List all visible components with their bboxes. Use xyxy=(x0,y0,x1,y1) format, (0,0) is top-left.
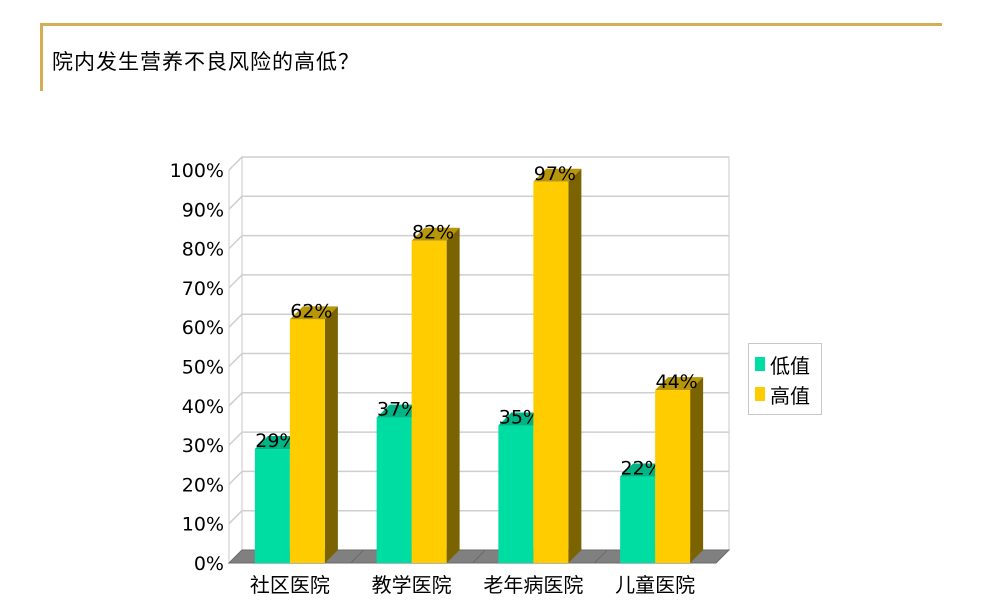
legend-label-low: 低值 xyxy=(770,353,810,378)
data-label: 44% xyxy=(656,371,698,393)
slide-title: 院内发生营养不良风险的高低？ xyxy=(52,50,360,74)
y-tick-label: 40% xyxy=(182,396,224,418)
bar-low xyxy=(376,417,412,563)
y-tick-label: 20% xyxy=(182,474,224,496)
gridline-side xyxy=(228,195,243,210)
x-category-label: 老年病医院 xyxy=(483,573,583,597)
y-tick-label: 100% xyxy=(170,160,224,182)
y-tick-label: 90% xyxy=(182,199,224,221)
chart-legend: 低值 高值 xyxy=(748,343,822,415)
bar-side-face xyxy=(690,377,704,563)
gridline-side xyxy=(228,431,243,446)
left-rule xyxy=(40,23,43,91)
x-category-label: 儿童医院 xyxy=(615,573,695,597)
bar-top-face xyxy=(411,227,460,241)
legend-swatch-low xyxy=(755,357,765,371)
gridline-side xyxy=(228,392,243,407)
gridline-side xyxy=(228,274,243,289)
bar-side-face xyxy=(568,168,582,564)
legend-label-high: 高值 xyxy=(770,383,810,408)
data-label: 82% xyxy=(412,222,454,244)
bar-side-face xyxy=(324,306,338,563)
floor-divider xyxy=(472,549,486,564)
bar-low xyxy=(254,449,290,563)
y-tick-label: 10% xyxy=(182,514,224,536)
legend-swatch-high xyxy=(755,387,765,401)
bar-side-face xyxy=(446,227,460,564)
bar-top-face xyxy=(655,377,704,391)
gridline-side xyxy=(228,352,243,368)
floor-divider xyxy=(593,549,608,564)
data-label: 35% xyxy=(499,406,541,428)
bar-high xyxy=(289,319,325,563)
data-label: 22% xyxy=(621,458,663,480)
bar-high xyxy=(533,181,569,564)
gridline-side xyxy=(228,510,243,525)
gridline-side xyxy=(228,156,243,171)
data-label: 62% xyxy=(290,300,332,322)
x-category-label: 社区医院 xyxy=(250,573,330,597)
bar-top-face xyxy=(289,306,338,320)
y-tick-label: 60% xyxy=(182,317,224,339)
data-label: 29% xyxy=(255,430,297,452)
y-tick-label: 70% xyxy=(182,278,224,300)
data-label: 97% xyxy=(534,163,576,185)
y-tick-label: 50% xyxy=(182,357,224,379)
legend-item-high: 高值 xyxy=(755,381,810,408)
bar-high xyxy=(655,390,691,563)
legend-item-low: 低值 xyxy=(755,351,810,378)
y-tick-label: 30% xyxy=(182,435,224,457)
floor-divider xyxy=(350,549,365,564)
top-rule xyxy=(40,23,942,26)
data-label: 37% xyxy=(377,399,419,421)
y-tick-label: 80% xyxy=(182,239,224,261)
bar-low xyxy=(498,425,534,563)
bar-high xyxy=(411,240,447,564)
gridline-side xyxy=(228,235,243,250)
bar-low xyxy=(620,476,656,563)
gridline-side xyxy=(228,313,243,328)
bar-top-face xyxy=(533,168,582,182)
x-category-label: 教学医院 xyxy=(372,573,452,597)
gridline-side xyxy=(228,470,243,485)
y-tick-label: 0% xyxy=(194,553,224,575)
